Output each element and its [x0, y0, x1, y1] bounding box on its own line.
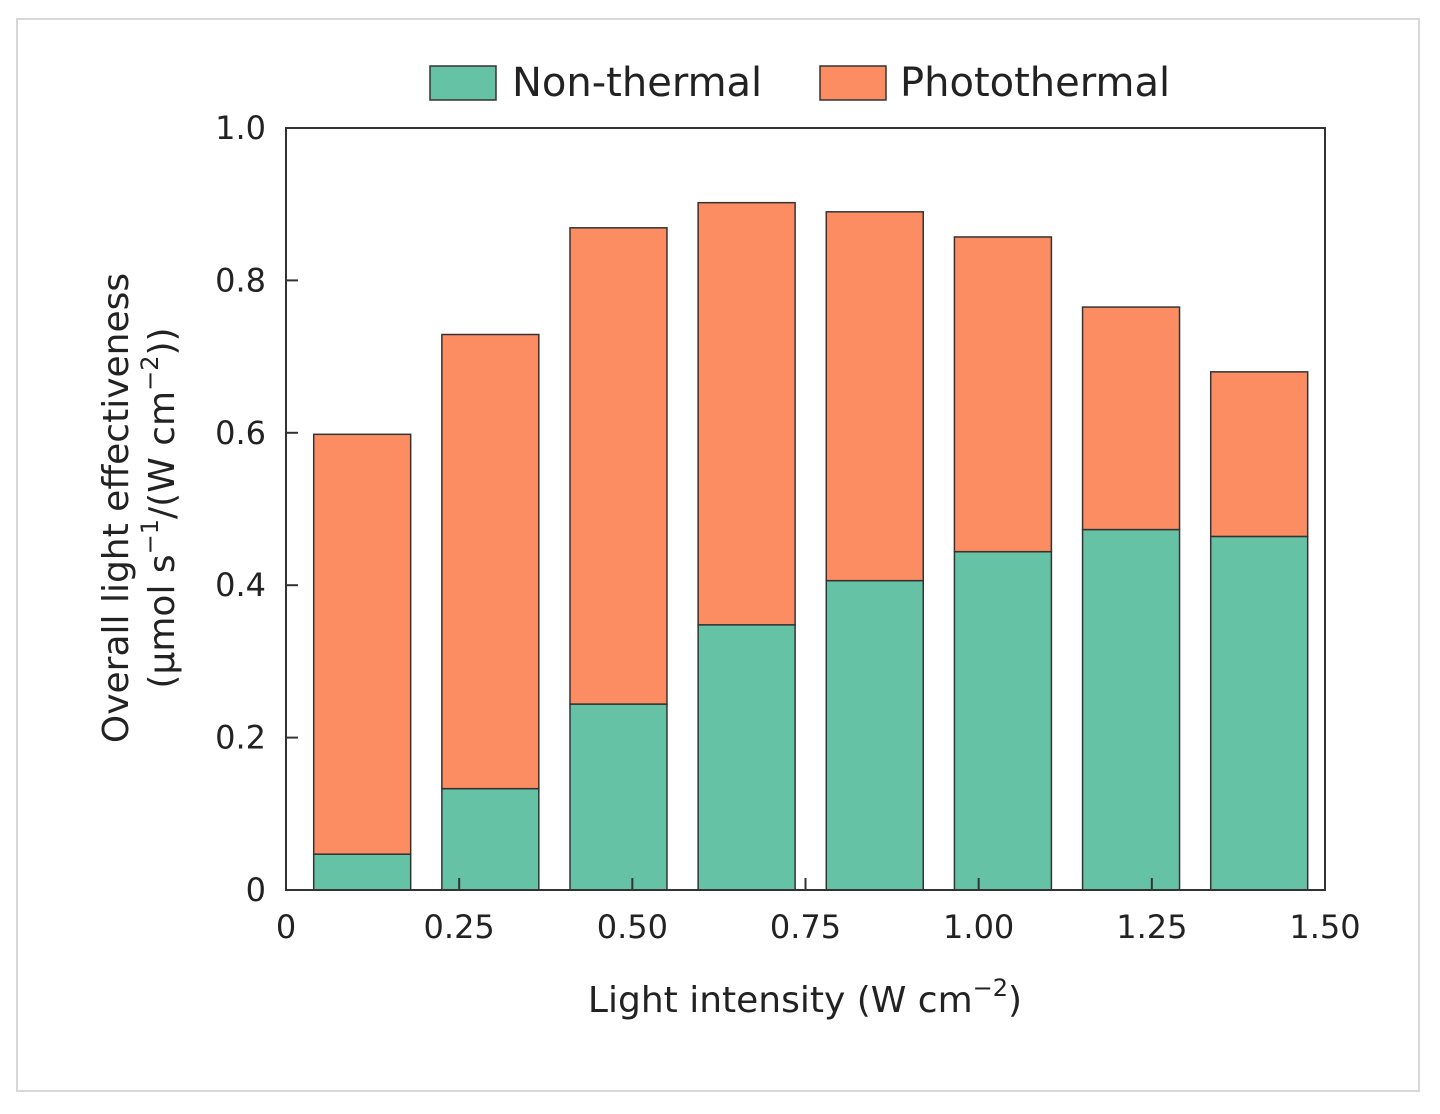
x-tick-label-1: 0.25	[424, 908, 495, 946]
bar-photothermal-0	[312, 433, 412, 855]
bar-photothermal-2	[569, 227, 668, 705]
y-axis-title-line1: Overall light effectiveness	[96, 273, 137, 743]
bar-photothermal-4	[825, 211, 925, 582]
y-tick-label-5: 1.0	[215, 109, 266, 147]
bar-non-thermal-0	[312, 853, 412, 891]
x-tick-label-3: 0.75	[770, 908, 841, 946]
y-tick-label-0: 0	[246, 871, 266, 909]
y-axis-title-line2: (μmol s−1/(W cm−2))	[136, 327, 183, 688]
y-axis-title-line2-b: /(W cm	[142, 391, 183, 519]
bar-photothermal-5	[953, 236, 1053, 553]
y-axis-title-line2-a: (μmol s	[142, 554, 183, 688]
bar-photothermal-3	[697, 201, 796, 626]
y-tick-label-1: 0.2	[215, 719, 266, 757]
y-tick-label-3: 0.6	[215, 414, 266, 452]
x-tick-label-6: 1.50	[1289, 908, 1360, 946]
bar-photothermal-6	[1081, 306, 1181, 531]
legend-swatch-non-thermal	[429, 65, 497, 101]
x-tick-label-5: 1.25	[1116, 908, 1187, 946]
x-axis-title-main: Light intensity (W cm	[588, 980, 973, 1021]
y-tick-label-2: 0.4	[215, 566, 266, 604]
bar-non-thermal-4	[825, 579, 925, 891]
bar-photothermal-7	[1209, 371, 1309, 538]
x-tick-label-4: 1.00	[943, 908, 1014, 946]
y-axis-title-line2-c: ))	[142, 327, 183, 355]
x-tick-label-2: 0.50	[597, 908, 668, 946]
ticks-group: 0 0.25 0.50 0.75 1.00 1.25 1.50 0 0.2 0.4 0.6 0.8 1.…	[215, 109, 1361, 946]
plot-area-border	[285, 127, 1326, 891]
bar-non-thermal-7	[1209, 535, 1309, 891]
bar-non-thermal-3	[697, 624, 796, 891]
bar-non-thermal-6	[1081, 528, 1181, 891]
x-axis-title-end: )	[1008, 980, 1022, 1021]
legend-swatch-photothermal	[819, 65, 887, 101]
y-axis-title-line2-sup2: −2	[136, 355, 164, 390]
bar-non-thermal-5	[953, 550, 1053, 891]
bar-non-thermal-2	[569, 703, 668, 891]
bar-photothermal-1	[441, 333, 540, 790]
x-tick-label-0: 0	[276, 908, 296, 946]
legend-label-photothermal: Photothermal	[900, 60, 1170, 106]
x-axis-title-sup: −2	[973, 974, 1008, 1002]
y-axis-title: Overall light effectiveness (μmol s−1/(W…	[96, 273, 183, 743]
legend: Non-thermal Photothermal	[429, 60, 1170, 106]
x-axis-title: Light intensity (W cm−2)	[588, 974, 1022, 1021]
y-tick-label-4: 0.8	[215, 261, 266, 299]
bars-group	[312, 201, 1309, 891]
legend-label-non-thermal: Non-thermal	[512, 60, 762, 106]
bar-non-thermal-1	[441, 787, 540, 891]
y-axis-title-line2-sup1: −1	[136, 519, 164, 554]
